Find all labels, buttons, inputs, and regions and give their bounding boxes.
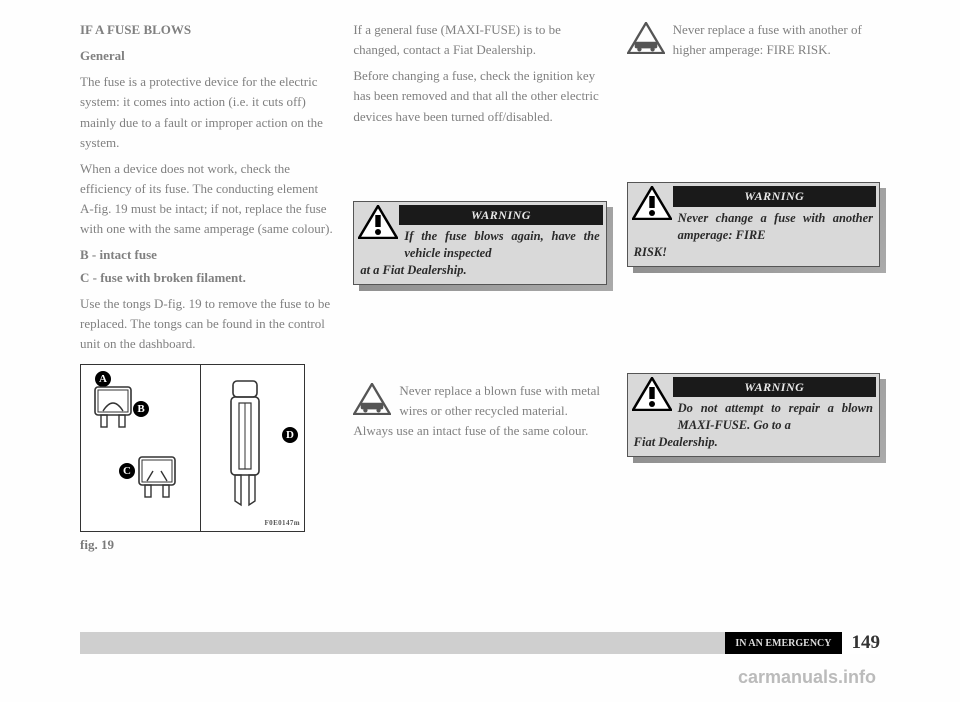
manual-page: IF A FUSE BLOWS General The fuse is a pr… [0, 0, 960, 702]
column-2: If a general fuse (MAXI-FUSE) is to be c… [353, 20, 606, 555]
col1-p1: The fuse is a protective device for the … [80, 72, 333, 153]
warning-1-title: WARNING [399, 205, 602, 226]
warning-box-2: WARNING Never change a fuse with another… [627, 182, 880, 266]
fuse-drawings-icon [81, 365, 201, 530]
footer-page-number: 149 [842, 632, 881, 654]
heading-main: IF A FUSE BLOWS [80, 20, 333, 40]
page-footer: IN AN EMERGENCY 149 [80, 632, 880, 654]
figure-ref: F0E0147m [265, 518, 300, 529]
warning-box-1: WARNING If the fuse blows again, have th… [353, 201, 606, 285]
legend-b: B - intact fuse [80, 245, 333, 265]
content-columns: IF A FUSE BLOWS General The fuse is a pr… [0, 20, 960, 555]
caution-triangle-icon [353, 383, 391, 421]
column-3: Never replace a fuse with another of hig… [627, 20, 880, 555]
col1-p2: When a device does not work, check the e… [80, 159, 333, 240]
fuse-figure: A B C [80, 364, 305, 532]
figure-right-panel: D F0E0147m [201, 365, 304, 531]
col2-note: Never replace a blown fuse with metal wi… [353, 381, 606, 441]
subheading: General [80, 46, 333, 66]
warning-triangle-icon [632, 186, 672, 220]
watermark-text: carmanuals.info [738, 667, 876, 688]
column-1: IF A FUSE BLOWS General The fuse is a pr… [80, 20, 333, 555]
col1-p3: Use the tongs D-fig. 19 to remove the fu… [80, 294, 333, 354]
warning-3-title: WARNING [673, 377, 876, 398]
footer-section-label: IN AN EMERGENCY [725, 632, 841, 654]
warning-2-title: WARNING [673, 186, 876, 207]
col2-p2: Before changing a fuse, check the igniti… [353, 66, 606, 126]
caution-triangle-icon [627, 22, 665, 60]
footer-bar [80, 632, 725, 654]
col3-note: Never replace a fuse with another of hig… [627, 20, 880, 60]
warning-triangle-icon [632, 377, 672, 411]
figure-caption: fig. 19 [80, 535, 333, 555]
warning-box-3: WARNING Do not attempt to repair a blown… [627, 373, 880, 457]
col2-p1: If a general fuse (MAXI-FUSE) is to be c… [353, 20, 606, 60]
figure-left-panel: A B C [81, 365, 201, 531]
warning-triangle-icon [358, 205, 398, 239]
legend-c: C - fuse with broken filament. [80, 268, 333, 288]
fuse-tongs-icon [201, 365, 301, 530]
